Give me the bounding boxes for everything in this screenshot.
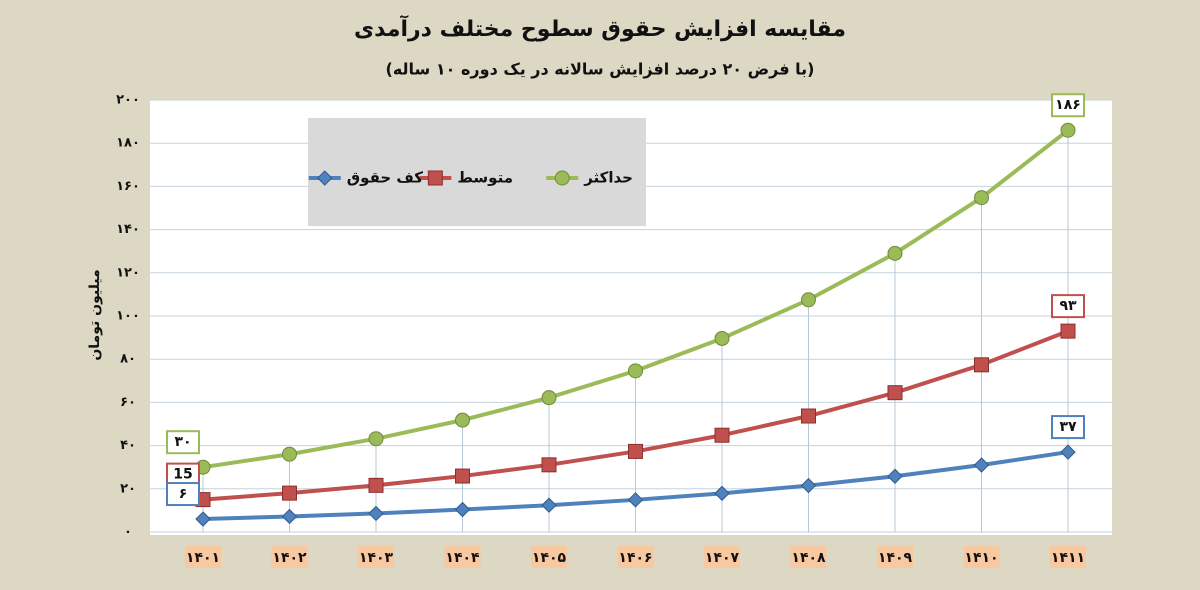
y-axis-label: میلیون تومان	[87, 269, 103, 360]
marker	[801, 292, 816, 308]
x-tick-box	[271, 546, 308, 568]
marker	[801, 408, 816, 424]
x-tick-box	[185, 546, 221, 568]
marker	[195, 511, 211, 527]
marker	[714, 485, 730, 502]
marker	[1060, 323, 1076, 339]
y-tick-label: ۸۰	[120, 352, 136, 367]
marker	[282, 446, 297, 462]
marker	[455, 468, 470, 484]
value-label-box	[1051, 415, 1085, 440]
legend-label: حداکثر	[583, 169, 633, 187]
value-label: ۱۸۶	[1055, 97, 1081, 113]
x-tick-label: ۱۴۰۶	[618, 550, 652, 566]
y-tick-label: ۲۰	[120, 481, 136, 496]
x-tick-label: ۱۴۰۷	[705, 550, 740, 566]
y-tick-label: ۶۰	[120, 395, 136, 410]
x-tick-box	[617, 546, 654, 568]
marker	[282, 485, 297, 501]
marker	[628, 443, 643, 459]
value-label: 15	[173, 467, 192, 483]
y-tick-label: ۴۰	[120, 438, 136, 453]
x-tick-box	[1050, 546, 1086, 568]
legend-box	[308, 118, 646, 226]
legend-marker	[427, 170, 443, 186]
value-label-box	[1051, 294, 1085, 319]
x-tick-label: ۱۴۰۲	[272, 550, 307, 566]
x-tick-box	[704, 546, 740, 568]
x-tick-box	[531, 546, 567, 568]
chart-title: مقایسه افزایش حقوق سطوح مختلف درآمدی	[354, 14, 846, 42]
marker	[1060, 122, 1076, 138]
value-label: ۹۳	[1059, 298, 1077, 314]
x-tick-label: ۱۴۰۹	[878, 550, 913, 566]
y-tick-label: ۱۲۰	[116, 265, 140, 280]
value-label: ۶	[179, 486, 188, 502]
marker	[368, 505, 384, 522]
y-tick-label: ۰	[124, 525, 132, 540]
y-tick-label: ۱۰۰	[116, 309, 140, 324]
legend-marker	[554, 170, 570, 186]
x-tick-label: ۱۴۰۱	[186, 550, 220, 566]
marker	[281, 508, 298, 525]
x-tick-label: ۱۴۱۰	[964, 550, 998, 566]
x-tick-label: ۱۴۰۸	[791, 550, 826, 566]
x-tick-label: ۱۴۰۵	[532, 550, 567, 566]
marker	[628, 363, 643, 379]
marker	[541, 390, 557, 406]
marker	[973, 457, 990, 473]
marker	[368, 431, 384, 447]
marker	[627, 492, 644, 508]
marker	[541, 457, 557, 473]
marker	[1060, 444, 1076, 460]
marker	[887, 245, 903, 261]
marker	[974, 357, 989, 373]
x-tick-label: ۱۴۰۴	[445, 550, 480, 566]
marker	[454, 501, 471, 518]
marker	[887, 385, 903, 401]
value-label-box	[166, 430, 200, 455]
x-tick-box	[877, 546, 913, 568]
x-tick-label: ۱۴۰۳	[359, 550, 394, 566]
chart-subtitle: (با فرض ۲۰ درصد افزایش سالانه در یک دوره…	[386, 60, 815, 79]
y-tick-label: ۱۶۰	[116, 179, 140, 194]
marker	[714, 427, 730, 443]
x-tick-box	[790, 546, 827, 568]
legend-label: کف حقوق	[347, 169, 424, 187]
value-label-box	[1051, 93, 1085, 118]
y-tick-label: ۲۰۰	[116, 93, 140, 108]
y-tick-label: ۱۸۰	[116, 136, 140, 151]
x-tick-label: ۱۴۱۱	[1051, 550, 1085, 566]
marker	[974, 190, 989, 206]
legend-label: متوسط	[457, 169, 513, 187]
legend-marker	[317, 170, 333, 186]
y-tick-label: ۱۴۰	[116, 222, 140, 237]
x-tick-box	[444, 546, 481, 568]
x-tick-box	[963, 546, 1000, 568]
marker	[541, 497, 557, 513]
value-label: ۳۷	[1059, 419, 1077, 435]
marker	[714, 330, 730, 346]
marker	[887, 468, 903, 484]
value-label-box	[166, 482, 200, 507]
x-tick-box	[358, 546, 394, 568]
marker	[368, 477, 384, 493]
marker	[455, 412, 470, 428]
marker	[800, 477, 817, 494]
value-label: ۳۰	[174, 434, 191, 450]
